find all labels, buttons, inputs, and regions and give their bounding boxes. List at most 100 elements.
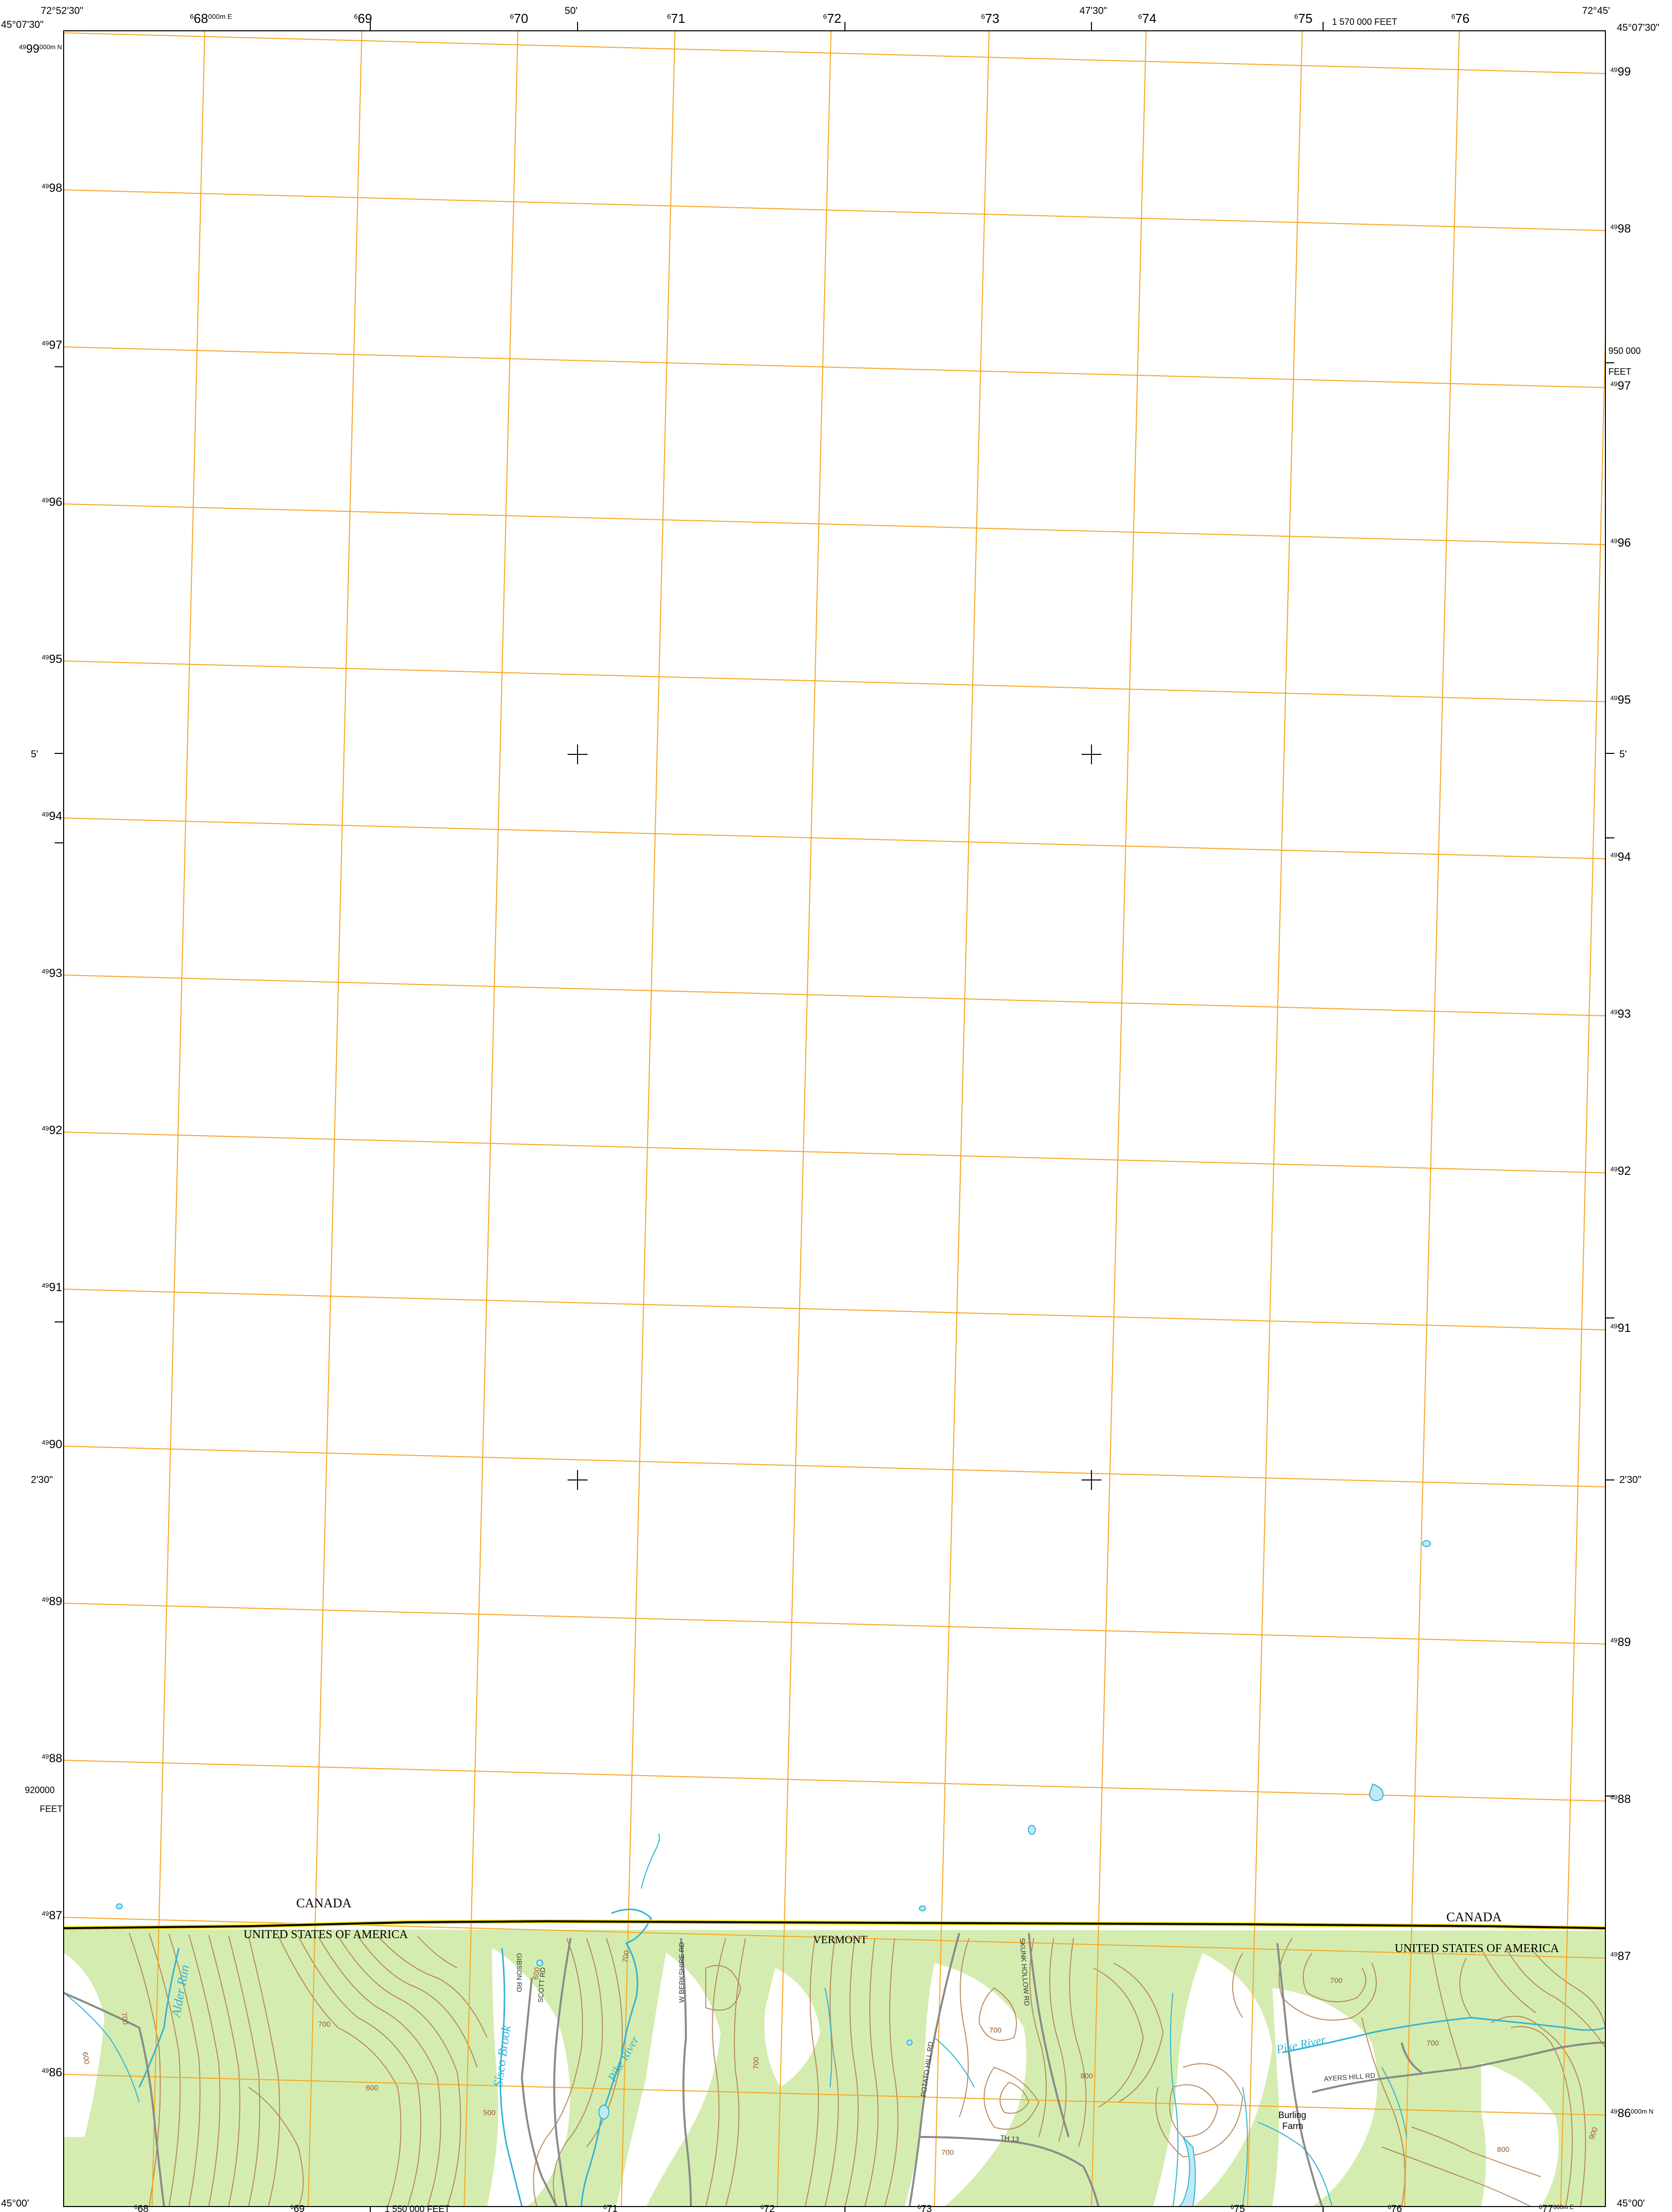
state-plane-labels: 1 570 000 FEET 1 550 000 FEET 950 000 FE… — [25, 17, 1641, 2212]
corner-coordinates: 72°52'30" 45°07'30" 72°45' 45°07'30" 45°… — [1, 5, 1660, 2209]
road-scott — [520, 1977, 558, 2207]
northing-right-label: 4994 — [1610, 850, 1631, 864]
northing-right-label: 4988 — [1610, 1793, 1631, 1806]
easting-bottom-label: 672 — [760, 2204, 775, 2212]
road-north-south-east — [1276, 1943, 1323, 2207]
label-scott-rd: SCOTT RD — [536, 1967, 547, 2003]
graticule-crosses — [568, 744, 1101, 1490]
state-plane-left: 920000 — [25, 1785, 55, 1795]
northing-right-label: 4993 — [1610, 1007, 1631, 1021]
roads — [63, 1933, 1606, 2207]
easting-top-label: 673 — [981, 11, 1000, 26]
road-w-berkshire — [680, 1938, 692, 2207]
northing-left-label: 4995 — [42, 653, 62, 666]
corner-top-left-latitude: 45°07'30" — [1, 19, 44, 30]
utm-grid — [63, 30, 1606, 2207]
northing-right-label: 4997 — [1610, 379, 1631, 393]
state-plane-bottom: 1 550 000 FEET — [385, 2204, 450, 2212]
northing-right-label: 4996 — [1610, 536, 1631, 550]
graticule-left-5: 5' — [31, 749, 38, 760]
northing-left-label: 4994 — [42, 810, 62, 823]
northing-left-label: 4986 — [42, 2066, 62, 2079]
utm-easting-top: 668000m E 669 670 671 672 673 674 675 67… — [190, 11, 1470, 26]
northing-left-label: 4996 — [42, 495, 62, 509]
graticule-left-2-30: 2'30" — [31, 1475, 53, 1485]
contour-label: 600 — [366, 2084, 378, 2092]
easting-top-label: 670 — [510, 11, 528, 26]
easting-bottom-label: 668 — [134, 2204, 149, 2212]
graticule-top-50: 50' — [565, 5, 578, 16]
woodland-tint — [64, 1929, 1605, 2207]
northing-right-label: 4989 — [1610, 1636, 1631, 1649]
place-names: CANADA UNITED STATES OF AMERICA VERMONT … — [244, 1896, 1559, 2131]
easting-top-label: 672 — [823, 11, 841, 26]
contour-lines — [129, 1933, 1606, 2207]
cleared-area — [905, 1963, 1026, 2207]
contour-label: 500 — [483, 2109, 496, 2117]
road-th13 — [919, 2136, 1099, 2207]
utm-northing-left: 4999000m N 4998 4997 4996 4995 4994 4993… — [19, 42, 62, 2079]
contour-labels: 700 600 700 600 500 600 700 700 700 800 … — [81, 1950, 1599, 2157]
corner-top-right-latitude: 45°07'30" — [1617, 22, 1660, 33]
cleared-area — [616, 1953, 721, 2207]
northing-right-label: 4986000m N — [1610, 2107, 1654, 2120]
label-th13: TH 13 — [1000, 2133, 1020, 2143]
northing-left-label: 4999000m N — [19, 42, 62, 56]
label-farm: Farm — [1282, 2121, 1303, 2131]
northing-left-label: 4993 — [42, 967, 62, 980]
easting-bottom-label: 671 — [603, 2204, 618, 2212]
ponds — [116, 1540, 1431, 2207]
easting-bottom-label: 675 — [1231, 2204, 1245, 2212]
northing-left-label: 4988 — [42, 1752, 62, 1765]
pike-river-east — [1282, 2017, 1606, 2053]
graticule-top-47-30: 47'30" — [1080, 5, 1107, 16]
map-neatline — [63, 30, 1606, 2207]
northing-left-label: 4987 — [42, 1909, 62, 1922]
alder-run — [138, 1948, 180, 2088]
sisco-brook — [500, 1948, 523, 2207]
contour-label: 800 — [1081, 2072, 1093, 2080]
label-usa-east: UNITED STATES OF AMERICA — [1395, 1942, 1559, 1955]
cleared-area — [1272, 1988, 1378, 2207]
utm-northing-right: 4999 4998 4997 4996 4995 4994 4993 4992 … — [1610, 65, 1654, 2120]
road-potato-hill — [909, 1933, 960, 2207]
cleared-area — [487, 1948, 570, 2207]
cleared-area — [1481, 2062, 1559, 2207]
state-plane-left-unit: FEET — [40, 1804, 63, 1814]
corner-bottom-left-latitude: 45°00' — [1, 2198, 29, 2209]
contour-label: 600 — [81, 2051, 91, 2065]
contour-label: 700 — [318, 2020, 331, 2029]
easting-top-label: 676 — [1451, 11, 1470, 26]
international-boundary — [63, 1919, 1606, 1930]
pike-river — [581, 1908, 652, 2207]
road-west — [63, 1992, 165, 2207]
edge-ticks — [55, 22, 1614, 2212]
label-canada-west: CANADA — [296, 1896, 351, 1910]
contour-label: 700 — [989, 2026, 1002, 2035]
label-ayers-hill-rd: AYERS HILL RD — [1324, 2071, 1375, 2083]
easting-top-label: 671 — [667, 11, 685, 26]
graticule-labels: 50' 47'30" 5' 2'30" 5' 2'30" — [31, 5, 1641, 1485]
contour-label: 700 — [119, 2012, 130, 2026]
contour-label: 700 — [621, 1950, 631, 1964]
road-ayers-hill — [1312, 2042, 1606, 2093]
corner-bottom-right-latitude: 45°00' — [1617, 2198, 1645, 2209]
northing-left-label: 4997 — [42, 338, 62, 352]
corner-top-right-longitude: 72°45' — [1582, 5, 1610, 16]
label-canada-east: CANADA — [1446, 1910, 1502, 1924]
northing-right-label: 4991 — [1610, 1321, 1631, 1335]
state-plane-top: 1 570 000 FEET — [1332, 17, 1397, 27]
easting-top-label: 669 — [354, 11, 372, 26]
northing-right-label: 4998 — [1610, 222, 1631, 236]
northing-left-label: 4992 — [42, 1124, 62, 1137]
easting-top-label: 674 — [1138, 11, 1157, 26]
contour-label: 700 — [1426, 2039, 1439, 2048]
contour-label: 700 — [1330, 1976, 1342, 1985]
label-gibson-rd: GIBSON RD — [515, 1953, 523, 1992]
state-plane-right-unit: FEET — [1608, 367, 1631, 377]
contour-label: 700 — [752, 2057, 760, 2069]
northing-right-label: 4999 — [1610, 65, 1631, 79]
cleared-area — [1153, 1953, 1272, 2207]
label-usa-west: UNITED STATES OF AMERICA — [244, 1928, 408, 1941]
easting-bottom-label: 677000m E — [1539, 2204, 1574, 2212]
